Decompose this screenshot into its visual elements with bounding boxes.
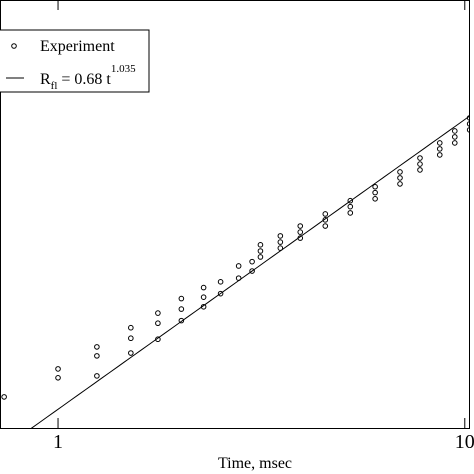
data-point	[257, 254, 264, 260]
plot-frame	[0, 0, 470, 429]
legend-label-part: 1.035	[111, 63, 136, 75]
data-point	[436, 140, 443, 146]
data-point	[55, 375, 61, 381]
data-point	[55, 366, 61, 372]
data-point	[235, 263, 242, 269]
data-point	[466, 121, 470, 127]
data-point	[178, 306, 185, 312]
data-point	[94, 373, 100, 379]
data-point	[417, 155, 423, 161]
legend-label: Rfl = 0.68 t1.035	[40, 63, 136, 92]
data-point	[451, 140, 458, 146]
data-point	[347, 197, 354, 204]
legend-label-part: = 0.68 t	[57, 71, 111, 88]
data-point	[397, 175, 403, 181]
data-point	[297, 223, 304, 229]
data-point	[417, 167, 423, 173]
legend-marker	[11, 43, 17, 49]
data-point	[297, 229, 304, 235]
data-point	[1, 394, 7, 400]
data-point	[466, 127, 470, 133]
legend-box	[0, 29, 150, 93]
data-point	[257, 242, 264, 248]
data-point	[372, 189, 378, 196]
data-point	[128, 335, 134, 342]
data-point	[347, 210, 354, 216]
data-point	[372, 196, 378, 202]
legend-label-part: R	[40, 71, 51, 88]
legend-label-part: fl	[51, 80, 58, 92]
data-point	[217, 279, 224, 285]
data-point	[436, 152, 443, 158]
data-point	[128, 350, 134, 356]
data-point	[277, 239, 284, 245]
data-point	[451, 128, 458, 134]
data-point	[155, 320, 161, 327]
data-point	[217, 290, 224, 297]
data-point	[322, 211, 329, 217]
data-point	[178, 295, 185, 302]
data-point	[277, 233, 284, 239]
data-point	[322, 223, 329, 229]
data-point	[94, 344, 100, 350]
data-point	[397, 181, 403, 187]
x-axis-label: Time, msec	[218, 455, 292, 472]
data-point	[200, 294, 207, 300]
fit-line	[30, 115, 470, 428]
x-tick-label: 10	[455, 431, 474, 453]
data-point	[397, 169, 403, 175]
data-point	[417, 161, 423, 167]
legend-label: Experiment	[40, 38, 115, 55]
data-point	[257, 248, 264, 254]
data-point	[436, 146, 443, 152]
data-point	[322, 217, 329, 223]
data-point	[94, 353, 100, 359]
data-point	[178, 317, 185, 324]
data-point	[200, 284, 207, 291]
data-point	[249, 268, 255, 274]
data-point	[451, 134, 458, 140]
data-point	[249, 258, 255, 265]
data-point	[372, 183, 378, 190]
data-point	[128, 324, 134, 331]
data-point	[155, 310, 161, 316]
x-tick-label: 1	[53, 431, 63, 453]
data-point	[347, 203, 354, 210]
